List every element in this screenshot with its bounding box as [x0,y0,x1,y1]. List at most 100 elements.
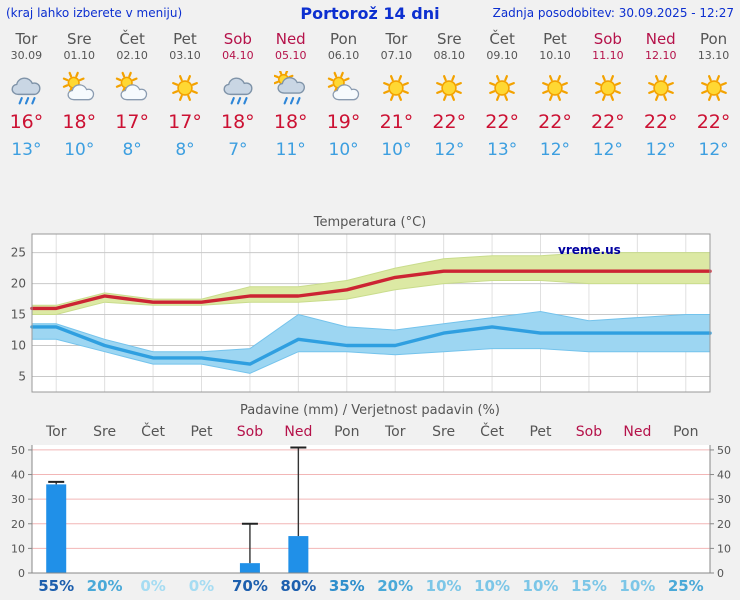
precip-probability: 80% [280,577,317,595]
precip-probability: 20% [86,577,123,595]
day-icon-wrap [370,69,423,107]
day-icon-wrap [581,69,634,107]
day-date: 05.10 [274,49,307,62]
precip-probability: 0% [188,577,215,595]
day-name: Čet [489,30,515,48]
day-column-05.10: Ned 05.10 18° 11° [264,30,317,160]
day-date: 30.09 [10,49,43,62]
precip-day-label: Pet [190,424,213,440]
sun-icon [594,75,621,101]
watermark: vreme.us [558,243,621,257]
precip-probability: 25% [667,577,704,595]
day-column-09.10: Čet 09.10 22° 13° [476,30,529,160]
day-temp-min: 7° [228,140,248,160]
svg-text:40: 40 [11,469,25,482]
day-icon-wrap [476,69,529,107]
precip-probability: 15% [570,577,607,595]
day-date: 11.10 [592,49,624,62]
day-temp-max: 18° [273,111,308,133]
day-temp-min: 12° [539,140,571,160]
precip-day-label: Čet [141,424,165,440]
day-temp-min: 8° [175,140,195,160]
svg-text:25: 25 [11,246,26,260]
precip-probability: 55% [38,577,75,595]
svg-text:10: 10 [11,542,25,555]
day-temp-min: 10° [64,140,95,160]
sun-cloud-icon [327,71,359,101]
forecast-days-row: Tor 30.09 16° 13° Sre 01.10 18° 10° Čet 02.10 17° 8… [0,30,740,160]
day-column-02.10: Čet 02.10 17° 8° [106,30,159,160]
day-temp-max: 22° [591,111,625,133]
svg-text:40: 40 [717,469,731,482]
day-name: Ned [645,30,676,48]
temperature-chart-title: Temperatura (°C) [313,215,427,230]
svg-text:10: 10 [11,339,26,353]
day-date: 10.10 [539,49,571,62]
precip-probability: 35% [328,577,365,595]
day-name: Tor [385,30,408,48]
precip-day-label: Pon [334,424,360,440]
day-column-08.10: Sre 08.10 22° 12° [423,30,476,160]
precip-probability: 0% [140,577,166,595]
day-temp-max: 16° [9,111,44,133]
day-name: Pon [699,30,728,48]
day-date: 08.10 [433,49,466,62]
precip-day-label: Sob [575,424,603,440]
day-temp-max: 22° [696,111,731,133]
precip-day-label: Pon [673,424,699,440]
day-column-07.10: Tor 07.10 21° 10° [370,30,423,160]
day-icon-wrap [211,69,264,107]
precip-day-label: Ned [623,424,652,440]
day-icon-wrap [53,69,106,107]
sun-icon [542,75,568,101]
svg-text:0: 0 [717,567,724,580]
day-name: Pon [329,30,358,48]
day-temp-max: 19° [326,111,361,133]
day-temp-max: 17° [115,111,149,133]
precip-day-label: Tor [384,424,406,440]
svg-text:5: 5 [18,370,26,384]
day-date: 07.10 [380,49,413,62]
precip-probability: 20% [377,577,414,595]
day-temp-min: 12° [592,140,623,160]
sun-cloud-icon [63,71,95,101]
day-date: 09.10 [486,49,518,62]
rain-icon [223,77,253,105]
sun-icon [436,75,463,101]
day-temp-max: 18° [62,111,97,133]
day-temp-min: 12° [698,140,729,160]
day-temp-max: 22° [485,111,519,133]
day-temp-max: 18° [221,111,255,133]
precip-probability: 10% [425,577,462,595]
precip-day-label: Sob [236,424,264,440]
day-column-01.10: Sre 01.10 18° 10° [53,30,106,160]
day-date: 04.10 [222,49,254,62]
precip-probability: 10% [619,577,656,595]
day-temp-min: 8° [122,140,142,160]
day-temp-max: 22° [432,111,467,133]
svg-text:20: 20 [717,518,731,531]
last-update: Zadnja posodobitev: 30.09.2025 - 12:27 [492,6,734,20]
day-icon-wrap [0,69,53,107]
day-icon-wrap [687,69,740,107]
day-date: 03.10 [169,49,201,62]
sun-icon [489,75,516,101]
day-name: Pet [173,30,197,48]
svg-text:50: 50 [11,444,25,457]
day-name: Sre [436,30,462,48]
day-column-11.10: Sob 11.10 22° 12° [581,30,634,160]
day-temp-min: 13° [487,140,518,160]
svg-text:20: 20 [11,277,26,291]
day-temp-min: 13° [11,140,42,160]
precip-day-label: Sre [93,424,117,440]
day-name: Sre [66,30,92,48]
menu-hint: (kraj lahko izberete v meniju) [6,6,183,20]
day-icon-wrap [634,69,687,107]
svg-text:10: 10 [717,542,731,555]
day-date: 06.10 [327,49,360,62]
day-temp-max: 21° [379,111,414,133]
precip-day-label: Sre [432,424,456,440]
precip-probability: 10% [522,577,559,595]
day-temp-max: 22° [538,111,572,133]
day-name: Tor [15,30,38,48]
